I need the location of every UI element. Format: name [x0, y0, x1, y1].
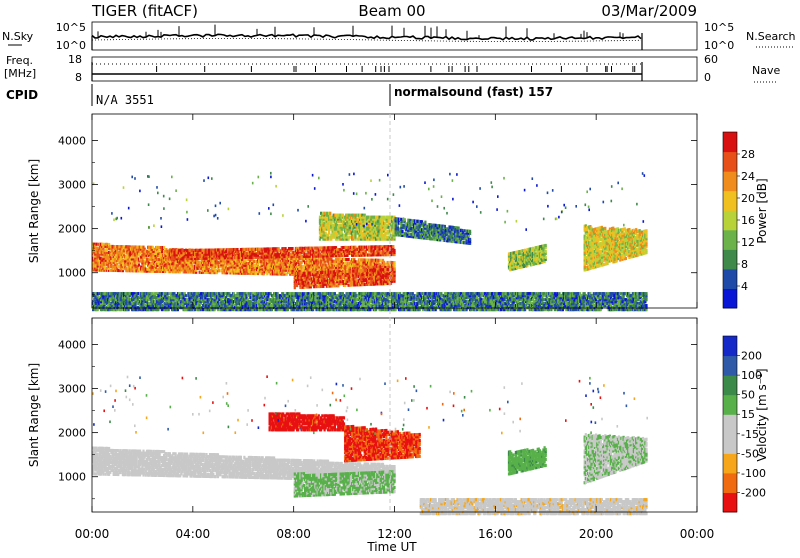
heatmap-cell	[265, 258, 267, 261]
heatmap-cell	[285, 247, 287, 250]
freq-tick-top: 18	[68, 53, 82, 66]
heatmap-cell	[117, 269, 119, 272]
heatmap-cell	[376, 282, 378, 285]
noise-tick-bottom: 10^0	[56, 39, 86, 52]
heatmap-cell	[345, 246, 347, 249]
heatmap-cell	[324, 212, 326, 215]
noise-right-tick-bottom: 10^0	[704, 39, 734, 52]
heatmap-cell	[393, 261, 395, 264]
heatmap-cell	[138, 263, 140, 266]
heatmap-cell	[545, 250, 547, 253]
freq-tick-bottom: 8	[75, 71, 82, 84]
heatmap-cell	[469, 230, 471, 233]
cpid-segment-2: normalsound (fast) 157	[394, 85, 553, 99]
beam-title: Beam 00	[358, 2, 425, 20]
heatmap-cell	[393, 249, 395, 252]
noise-left-label: N.Sky	[2, 30, 34, 43]
freq-left-label-2: [MHz]	[4, 67, 36, 80]
heatmap-cell	[291, 247, 293, 250]
noise-right-tick-top: 10^5	[704, 21, 734, 34]
noise-sky-series	[92, 34, 641, 40]
heatmap-cell	[344, 262, 346, 265]
noise-right-label: N.Search	[746, 30, 796, 43]
freq-panel-frame	[92, 57, 697, 81]
heatmap-cell	[463, 229, 465, 232]
heatmap-cell	[393, 268, 395, 271]
heatmap-cell	[258, 248, 260, 251]
station-title: TIGER (fitACF)	[91, 2, 198, 20]
freq-right-tick-top: 60	[704, 53, 718, 66]
heatmap-cell	[191, 249, 193, 252]
heatmap-cell	[315, 285, 317, 288]
heatmap-cell	[392, 245, 394, 248]
heatmap-cell	[469, 238, 471, 241]
heatmap-cell	[278, 247, 280, 250]
heatmap-cell	[349, 270, 351, 273]
heatmap-cell	[383, 216, 385, 219]
heatmap-cell	[348, 258, 350, 261]
heatmap-cell	[545, 256, 547, 259]
freq-left-label-1: Freq.	[6, 54, 33, 67]
heatmap-cell	[301, 255, 303, 258]
noise-tick-top: 10^5	[56, 21, 86, 34]
date-title: 03/Mar/2009	[601, 2, 697, 20]
heatmap-cell	[329, 212, 331, 215]
heatmap-cell	[401, 230, 403, 233]
heatmap-cell	[95, 243, 97, 246]
cpid-label: CPID	[6, 88, 38, 102]
heatmap-cell	[343, 270, 345, 273]
freq-ticks	[92, 62, 642, 81]
heatmap-cell	[377, 259, 379, 262]
heatmap-cell	[364, 283, 366, 286]
heatmap-cell	[545, 244, 547, 247]
heatmap-cell	[346, 262, 348, 265]
heatmap-cell	[117, 265, 119, 268]
noise-search-series	[92, 39, 641, 42]
heatmap-cell	[321, 271, 323, 274]
freq-right-tick-bottom: 0	[704, 71, 711, 84]
heatmap-cell	[381, 216, 383, 219]
heatmap-cell	[301, 265, 303, 268]
heatmap-cell	[235, 256, 237, 259]
heatmap-cell	[376, 245, 378, 248]
freq-right-label: Nave	[752, 64, 780, 77]
heatmap-cell	[218, 269, 220, 272]
heatmap-cell	[424, 221, 426, 224]
heatmap-cell	[364, 246, 366, 249]
heatmap-cell	[163, 246, 165, 249]
cpid-segment-1: N/A 3551	[96, 93, 154, 107]
